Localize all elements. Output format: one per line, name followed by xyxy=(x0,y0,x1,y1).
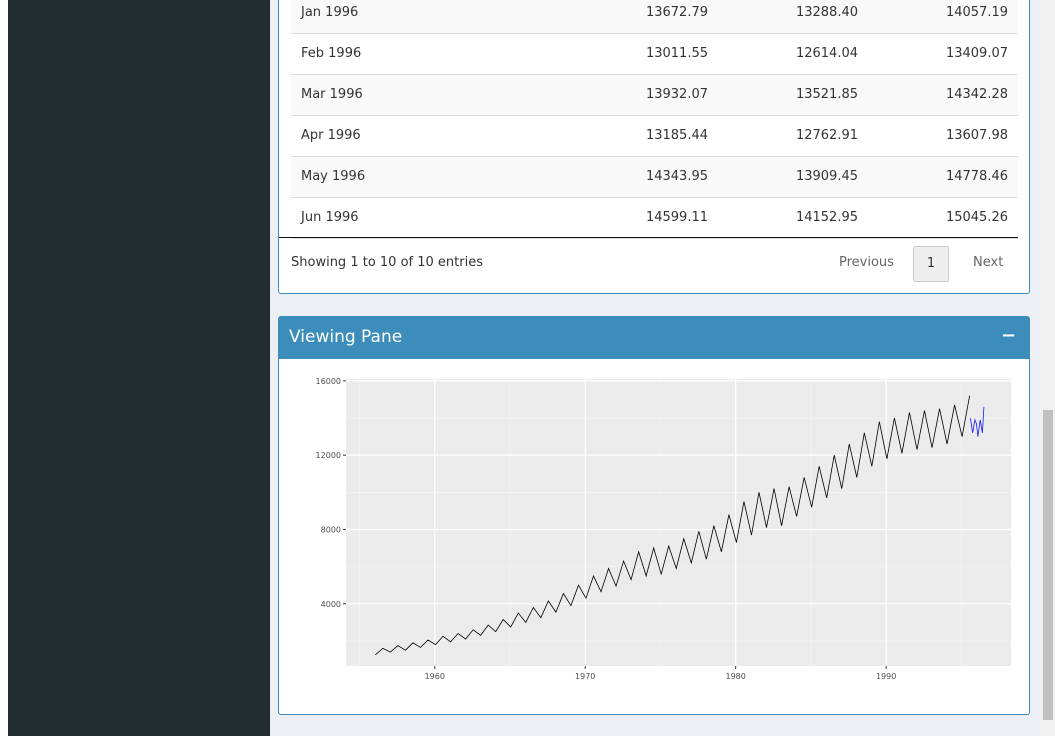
table-cell: 14152.95 xyxy=(795,210,858,225)
table-box: Jan 1996 13672.79 13288.40 14057.19 Feb 1996… xyxy=(278,0,1030,294)
table-cell: 14342.28 xyxy=(945,87,1008,102)
table-bottom-rule xyxy=(279,237,1018,238)
table-cell: Jun 1996 xyxy=(301,210,359,225)
series-line xyxy=(969,406,985,437)
table-row: Mar 1996 13932.07 13521.85 14342.28 xyxy=(291,75,1018,116)
table-info: Showing 1 to 10 of 10 entries xyxy=(291,255,483,270)
y-tick-label: 4000 xyxy=(321,600,341,609)
table-cell: 14599.11 xyxy=(645,210,708,225)
table-cell: Mar 1996 xyxy=(301,87,363,102)
table-cell: Feb 1996 xyxy=(301,46,362,61)
plot-panel xyxy=(346,379,1011,666)
pane-header: Viewing Pane − xyxy=(279,317,1029,359)
table-cell: 13909.45 xyxy=(795,169,858,184)
page-button[interactable]: 1 xyxy=(913,246,949,282)
table-cell: 13607.98 xyxy=(945,128,1008,143)
table-cell: 15045.26 xyxy=(945,210,1008,225)
chart: 1960 1970 1980 1990 4000 8000 12000 16000 xyxy=(316,377,1011,681)
table-row: Apr 1996 13185.44 12762.91 13607.98 xyxy=(291,116,1018,157)
sidebar xyxy=(8,0,270,736)
pane-title: Viewing Pane xyxy=(289,327,403,347)
table-cell: 14057.19 xyxy=(945,5,1008,20)
y-tick-label: 8000 xyxy=(321,525,341,534)
table-cell: 13672.79 xyxy=(645,5,708,20)
viewing-pane: Viewing Pane − 1960 1970 1980 1990 4000 8000 1… xyxy=(278,316,1030,715)
table-cell: 13409.07 xyxy=(945,46,1008,61)
table-row: May 1996 14343.95 13909.45 14778.46 xyxy=(291,157,1018,198)
table-row: Jun 1996 14599.11 14152.95 15045.26 xyxy=(291,198,1018,239)
y-tick-label: 12000 xyxy=(316,451,341,460)
x-tick-label: 1970 xyxy=(575,672,595,681)
x-tick-label: 1960 xyxy=(425,672,445,681)
table-cell: 13521.85 xyxy=(795,87,858,102)
table-row: Jan 1996 13672.79 13288.40 14057.19 xyxy=(291,0,1018,34)
scroll-thumb xyxy=(1043,410,1053,720)
table-cell: May 1996 xyxy=(301,169,366,184)
table-cell: 14343.95 xyxy=(645,169,708,184)
table-cell: Jan 1996 xyxy=(301,5,359,20)
y-tick-label: 16000 xyxy=(316,377,341,386)
table-cell: 13288.40 xyxy=(795,5,858,20)
table-cell: 14778.46 xyxy=(945,169,1008,184)
table-cell: 13932.07 xyxy=(645,87,708,102)
x-tick-label: 1980 xyxy=(725,672,745,681)
series-line xyxy=(375,395,971,656)
previous-button[interactable]: Previous xyxy=(839,255,894,270)
table-cell: 13185.44 xyxy=(645,128,708,143)
collapse-button[interactable]: − xyxy=(1001,325,1017,346)
table-cell: 12762.91 xyxy=(795,128,858,143)
table-cell: Apr 1996 xyxy=(301,128,361,143)
table-cell: 13011.55 xyxy=(645,46,708,61)
next-button[interactable]: Next xyxy=(973,255,1004,270)
x-tick-label: 1990 xyxy=(876,672,896,681)
table-cell: 12614.04 xyxy=(795,46,858,61)
table-row: Feb 1996 13011.55 12614.04 13409.07 xyxy=(291,34,1018,75)
left-strip xyxy=(0,0,8,736)
